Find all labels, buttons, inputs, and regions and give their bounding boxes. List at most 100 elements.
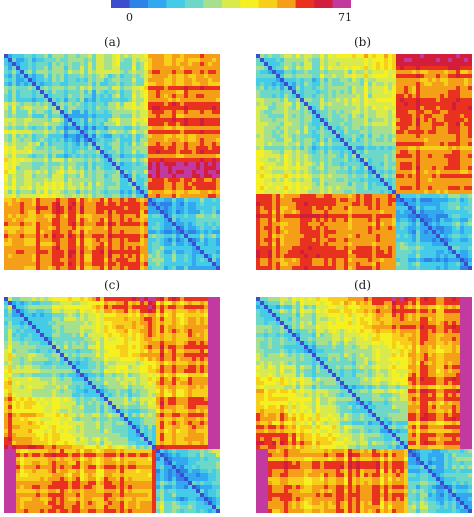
heatmap-cell: [372, 182, 377, 187]
heatmap-cell: [164, 234, 169, 239]
heatmap-cell: [180, 154, 185, 159]
heatmap-cell: [188, 242, 193, 247]
heatmap-cell: [180, 98, 185, 103]
heatmap-cell: [188, 214, 193, 219]
heatmap-cell: [100, 138, 105, 143]
heatmap-cell: [60, 242, 65, 247]
heatmap-cell: [88, 154, 93, 159]
heatmap-cell: [428, 118, 433, 123]
heatmap-cell: [124, 110, 129, 115]
heatmap-cell: [132, 74, 137, 79]
heatmap-cell: [200, 250, 205, 255]
heatmap-cell: [164, 226, 169, 231]
heatmap-cell: [460, 118, 465, 123]
heatmap-cell: [316, 122, 321, 127]
heatmap-cell: [372, 62, 377, 67]
heatmap-cell: [124, 158, 129, 163]
heatmap-cell: [192, 170, 197, 175]
heatmap-cell: [136, 214, 141, 219]
heatmap-cell: [48, 230, 53, 235]
heatmap-cell: [100, 146, 105, 151]
heatmap-cell: [48, 126, 53, 131]
heatmap-cell: [404, 74, 409, 79]
heatmap-cell: [100, 122, 105, 127]
heatmap-cell: [144, 130, 149, 135]
heatmap-cell: [276, 86, 281, 91]
heatmap-cell: [180, 166, 185, 171]
heatmap-cell: [44, 114, 49, 119]
heatmap-cell: [312, 114, 317, 119]
heatmap-cell: [264, 142, 269, 147]
heatmap-cell: [384, 134, 389, 139]
heatmap-cell: [468, 142, 472, 147]
heatmap-cell: [444, 134, 449, 139]
heatmap-cell: [160, 98, 165, 103]
heatmap-cell: [256, 162, 261, 167]
heatmap-cell: [348, 190, 353, 195]
heatmap-cell: [96, 170, 101, 175]
heatmap-cell: [196, 206, 201, 211]
heatmap-cell: [440, 142, 445, 147]
heatmap-cell: [436, 58, 441, 63]
heatmap-cell: [416, 94, 421, 99]
heatmap-cell: [8, 166, 13, 171]
heatmap-cell: [468, 166, 472, 171]
heatmap-cell: [156, 58, 161, 63]
heatmap-cell: [72, 210, 77, 215]
heatmap-cell: [324, 166, 329, 171]
heatmap-cell: [88, 174, 93, 179]
heatmap-cell: [84, 210, 89, 215]
heatmap-cell: [212, 250, 217, 255]
heatmap-cell: [4, 190, 9, 195]
heatmap-cell: [184, 234, 189, 239]
heatmap-cell: [148, 150, 153, 155]
heatmap-cell: [256, 82, 261, 87]
heatmap-cell: [200, 122, 205, 127]
heatmap-cell: [56, 226, 61, 231]
heatmap-cell: [288, 82, 293, 87]
heatmap-cell: [16, 86, 21, 91]
heatmap-cell: [368, 134, 373, 139]
heatmap-cell: [300, 146, 305, 151]
heatmap-cell: [28, 110, 33, 115]
heatmap-cell: [24, 254, 29, 259]
heatmap-cell: [188, 194, 193, 199]
colorbar-swatch: [314, 0, 334, 8]
heatmap-cell: [264, 114, 269, 119]
heatmap-cell: [168, 58, 173, 63]
heatmap-cell: [88, 94, 93, 99]
heatmap-cell: [372, 134, 377, 139]
heatmap-cell: [360, 70, 365, 75]
heatmap-cell: [192, 238, 197, 243]
heatmap-cell: [68, 210, 73, 215]
heatmap-cell: [256, 58, 261, 63]
heatmap-cell: [256, 66, 261, 71]
heatmap-cell: [428, 134, 433, 139]
heatmap-cell: [188, 234, 193, 239]
heatmap-cell: [436, 134, 441, 139]
heatmap-cell: [420, 106, 425, 111]
heatmap-cell: [52, 58, 57, 63]
heatmap-cell: [168, 258, 173, 263]
heatmap-cell: [40, 62, 45, 67]
heatmap-cell: [148, 134, 153, 139]
heatmap-cell: [132, 70, 137, 75]
heatmap-cell: [88, 54, 93, 59]
heatmap-cell: [444, 114, 449, 119]
heatmap-cell: [112, 214, 117, 219]
heatmap-cell: [412, 186, 417, 191]
heatmap-cell: [40, 178, 45, 183]
heatmap-cell: [12, 166, 17, 171]
heatmap-cell: [156, 170, 161, 175]
heatmap-cell: [376, 190, 381, 195]
heatmap-cell: [100, 242, 105, 247]
heatmap-cell: [392, 86, 397, 91]
heatmap-cell: [144, 146, 149, 151]
heatmap-cell: [60, 238, 65, 243]
heatmap-cell: [352, 98, 357, 103]
heatmap-cell: [464, 150, 469, 155]
heatmap-cell: [404, 166, 409, 171]
heatmap-cell: [136, 126, 141, 131]
heatmap-cell: [184, 110, 189, 115]
heatmap-cell: [148, 262, 153, 267]
